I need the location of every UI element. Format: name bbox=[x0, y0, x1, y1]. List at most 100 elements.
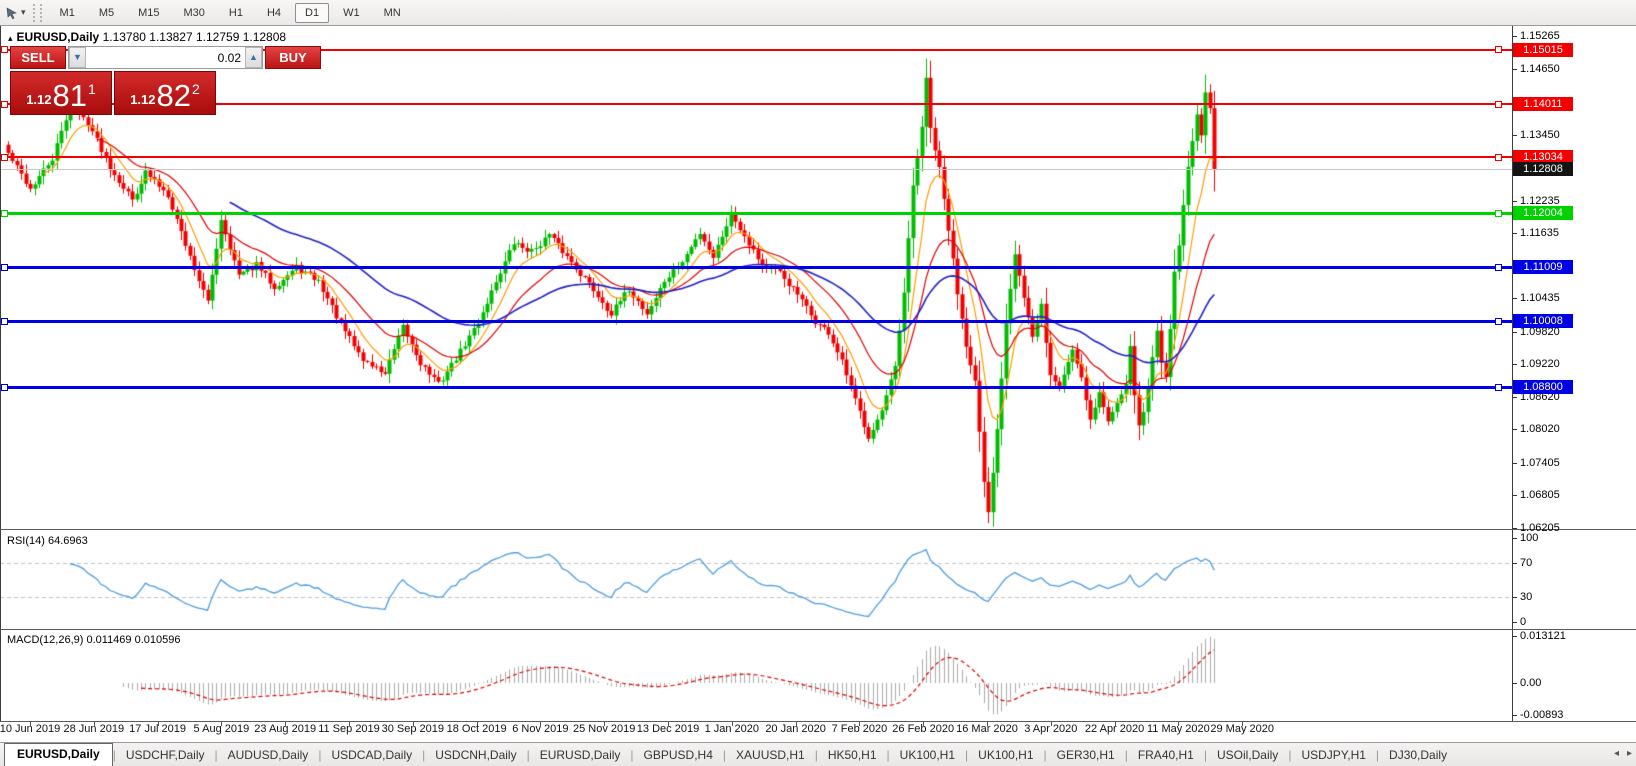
level-line[interactable] bbox=[1, 385, 1512, 389]
main-rsi-separator[interactable] bbox=[0, 529, 1636, 530]
level-line[interactable] bbox=[1, 265, 1512, 269]
macd-scale-tick bbox=[1512, 714, 1517, 716]
price-tick-label: 1.14650 bbox=[1520, 63, 1560, 76]
tab-separator: | bbox=[422, 748, 426, 762]
level-handle[interactable] bbox=[1, 317, 8, 325]
price-tick-label: 1.12235 bbox=[1520, 194, 1560, 207]
chart-tab-fra40-h1[interactable]: FRA40,H1 bbox=[1137, 748, 1194, 762]
date-tick bbox=[604, 722, 606, 726]
price-tick-label: 1.06205 bbox=[1520, 521, 1560, 534]
timeframe-mn-button[interactable]: MN bbox=[383, 6, 401, 19]
level-handle[interactable] bbox=[1, 263, 8, 271]
sell-price-display[interactable]: 1.12 81 1 bbox=[10, 71, 112, 115]
timeframe-m5-button[interactable]: M5 bbox=[98, 6, 115, 19]
sell-button[interactable]: SELL bbox=[10, 46, 66, 69]
level-handle[interactable] bbox=[1495, 263, 1502, 271]
level-line[interactable] bbox=[1, 211, 1512, 215]
chart-tab-uk100-h1[interactable]: UK100,H1 bbox=[899, 748, 956, 762]
level-handle[interactable] bbox=[1495, 46, 1502, 54]
level-handle[interactable] bbox=[1495, 383, 1502, 391]
date-tick bbox=[1178, 722, 1180, 726]
timeframe-m1-button[interactable]: M1 bbox=[59, 6, 75, 19]
timeframe-toolbar: ▾ M1 M5 M15 M30 H1 H4 D1 W1 MN bbox=[0, 0, 1636, 26]
timeframe-h4-button[interactable]: H4 bbox=[266, 6, 282, 19]
chart-cursor-tool-button[interactable]: ▾ bbox=[2, 4, 29, 22]
chart-tab-usdcad-daily[interactable]: USDCAD,Daily bbox=[331, 748, 413, 762]
price-tick bbox=[1512, 364, 1517, 366]
date-tick bbox=[987, 722, 988, 726]
chart-tab-usdjpy-h1[interactable]: USDJPY,H1 bbox=[1301, 748, 1366, 762]
chart-tab-usdchf-daily[interactable]: USDCHF,Daily bbox=[125, 748, 205, 762]
chart-tab-usoil-daily[interactable]: USOil,Daily bbox=[1216, 748, 1279, 762]
date-tick bbox=[1114, 722, 1116, 726]
tab-scroll-right-icon[interactable]: ▸ bbox=[1626, 748, 1632, 759]
price-tick-label: 1.09220 bbox=[1520, 358, 1560, 371]
chart-tab-ger30-h1[interactable]: GER30,H1 bbox=[1056, 748, 1115, 762]
collapse-chart-icon[interactable]: ▴ bbox=[8, 33, 13, 43]
macd-scale-label: 0.00 bbox=[1520, 677, 1542, 689]
price-tick bbox=[1512, 233, 1517, 235]
tab-scroll-buttons: ◂ ▸ bbox=[1614, 748, 1632, 759]
date-label: 16 Mar 2020 bbox=[956, 723, 1018, 735]
date-label: 5 Aug 2019 bbox=[193, 723, 250, 735]
tab-separator: | bbox=[1124, 748, 1128, 762]
level-handle[interactable] bbox=[1, 153, 8, 161]
chart-tab-xauusd-h1[interactable]: XAUUSD,H1 bbox=[736, 748, 805, 762]
one-click-trading-panel: SELL ▼ ▲ BUY 1.12 81 1 1.12 82 2 bbox=[10, 46, 321, 115]
price-tick bbox=[1512, 396, 1517, 398]
level-price-badge: 1.08800 bbox=[1513, 380, 1573, 395]
timeframe-w1-button[interactable]: W1 bbox=[343, 6, 360, 19]
level-line[interactable] bbox=[1, 319, 1512, 323]
level-price-badge: 1.13034 bbox=[1513, 150, 1573, 165]
price-tick-label: 1.08020 bbox=[1520, 423, 1560, 436]
buy-button[interactable]: BUY bbox=[265, 46, 321, 69]
level-handle[interactable] bbox=[1, 209, 8, 217]
lot-decrease-button[interactable]: ▼ bbox=[69, 47, 86, 68]
date-tick bbox=[923, 722, 925, 726]
timeframe-m15-button[interactable]: M15 bbox=[138, 6, 160, 19]
macd-scale-label: 0.013121 bbox=[1520, 630, 1566, 642]
date-tick bbox=[540, 722, 542, 726]
lot-size-spinner: ▼ ▲ bbox=[68, 46, 263, 69]
date-label: 23 Aug 2019 bbox=[254, 723, 317, 735]
chart-tab-audusd-daily[interactable]: AUDUSD,Daily bbox=[227, 748, 309, 762]
rsi-macd-separator[interactable] bbox=[0, 629, 1636, 630]
price-tick bbox=[1512, 36, 1517, 37]
buy-price-display[interactable]: 1.12 82 2 bbox=[114, 71, 216, 115]
level-handle[interactable] bbox=[1, 383, 8, 391]
chart-tab-eurusd-daily[interactable]: EURUSD,Daily bbox=[4, 743, 113, 766]
level-handle[interactable] bbox=[1, 46, 8, 54]
price-tick bbox=[1512, 429, 1517, 431]
rsi-scale-tick bbox=[1512, 596, 1517, 598]
chart-tab-usdcnh-daily[interactable]: USDCNH,Daily bbox=[435, 748, 517, 762]
lot-size-input[interactable] bbox=[86, 47, 245, 68]
timeframe-d1-button[interactable]: D1 bbox=[295, 2, 330, 23]
level-handle[interactable] bbox=[1495, 100, 1502, 108]
macd-label: MACD(12,26,9) 0.011469 0.010596 bbox=[7, 634, 181, 646]
current-price-line bbox=[1, 169, 1512, 171]
lot-increase-button[interactable]: ▲ bbox=[245, 47, 262, 68]
level-line[interactable] bbox=[1, 156, 1512, 159]
chart-tab-hk50-h1[interactable]: HK50,H1 bbox=[827, 748, 877, 762]
level-handle[interactable] bbox=[1495, 317, 1502, 325]
chart-tab-gbpusd-h4[interactable]: GBPUSD,H4 bbox=[643, 748, 713, 762]
tab-separator: | bbox=[318, 748, 322, 762]
timeframe-h1-button[interactable]: H1 bbox=[228, 6, 243, 19]
level-handle[interactable] bbox=[1, 100, 8, 108]
chart-tab-uk100-h1[interactable]: UK100,H1 bbox=[978, 748, 1034, 762]
level-handle[interactable] bbox=[1495, 153, 1502, 161]
level-line[interactable] bbox=[1, 48, 1512, 51]
timeframe-m30-button[interactable]: M30 bbox=[183, 6, 205, 19]
date-label: 30 Sep 2019 bbox=[381, 723, 444, 735]
rsi-scale-label: 30 bbox=[1520, 590, 1533, 603]
date-label: 6 Nov 2019 bbox=[512, 723, 569, 735]
chart-tab-eurusd-daily[interactable]: EURUSD,Daily bbox=[539, 748, 621, 762]
chart-tab-dj30-daily[interactable]: DJ30,Daily bbox=[1389, 748, 1448, 762]
level-handle[interactable] bbox=[1495, 209, 1502, 217]
tab-scroll-left-icon[interactable]: ◂ bbox=[1613, 748, 1619, 759]
toolbar-grip[interactable] bbox=[32, 3, 42, 22]
date-tick bbox=[1050, 722, 1052, 726]
level-line[interactable] bbox=[1, 103, 1512, 106]
date-tick bbox=[30, 722, 31, 726]
